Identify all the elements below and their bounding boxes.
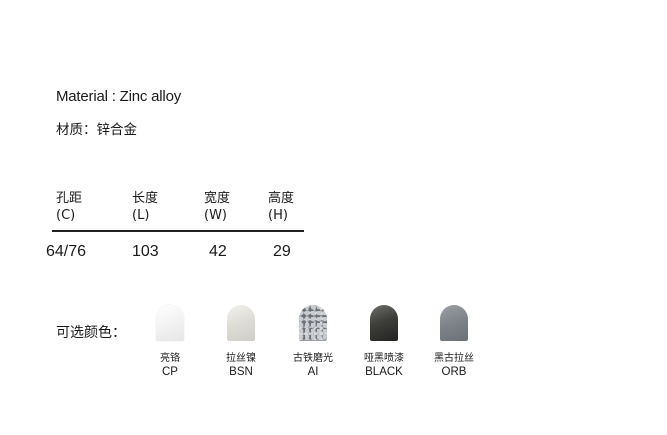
swatch-black bbox=[370, 305, 398, 341]
spec-header-h: 高度 (H) bbox=[268, 190, 294, 224]
swatch-bsn-name: 拉丝镍 bbox=[226, 353, 256, 364]
swatch-cp-name: 亮铬 bbox=[160, 353, 180, 364]
swatch-ai-code: AI bbox=[307, 366, 319, 378]
swatch-cp bbox=[156, 305, 184, 341]
swatch-bsn bbox=[227, 305, 255, 341]
spec-header-h-en: (H) bbox=[268, 208, 288, 223]
spec-header-c: 孔距 (C) bbox=[56, 190, 82, 224]
spec-header-w-en: (W) bbox=[204, 208, 227, 223]
spec-header-l-en: (L) bbox=[132, 208, 150, 223]
spec-header-c-cn: 孔距 bbox=[56, 191, 83, 206]
swatch-orb-code: ORB bbox=[441, 366, 467, 378]
spec-value-w: 42 bbox=[209, 243, 227, 260]
spec-value-l: 103 bbox=[132, 243, 159, 260]
colors-label: 可选颜色： bbox=[56, 325, 126, 341]
swatch-cp-code: CP bbox=[162, 366, 178, 378]
swatch-bsn-code: BSN bbox=[229, 366, 253, 378]
spec-value-c: 64/76 bbox=[46, 243, 87, 260]
swatch-black-name: 哑黑喷漆 bbox=[364, 353, 404, 364]
swatch-orb bbox=[440, 305, 468, 341]
spec-value-h: 29 bbox=[273, 243, 291, 260]
swatch-ai-name: 古铁磨光 bbox=[293, 353, 333, 364]
spec-header-w: 宽度 (W) bbox=[204, 190, 230, 224]
spec-divider bbox=[52, 230, 304, 232]
spec-header-h-cn: 高度 bbox=[268, 191, 295, 206]
spec-header-l: 长度 (L) bbox=[132, 190, 158, 224]
swatch-ai bbox=[299, 305, 327, 341]
swatch-black-code: BLACK bbox=[365, 366, 403, 378]
swatch-orb-name: 黑古拉丝 bbox=[434, 353, 474, 364]
material-label: Material : Zinc alloy bbox=[56, 88, 182, 105]
material-label-cn: 材质：锌合金 bbox=[56, 122, 137, 138]
spec-header-l-cn: 长度 bbox=[132, 191, 159, 206]
spec-header-w-cn: 宽度 bbox=[204, 191, 231, 206]
spec-header-c-en: (C) bbox=[56, 208, 76, 223]
